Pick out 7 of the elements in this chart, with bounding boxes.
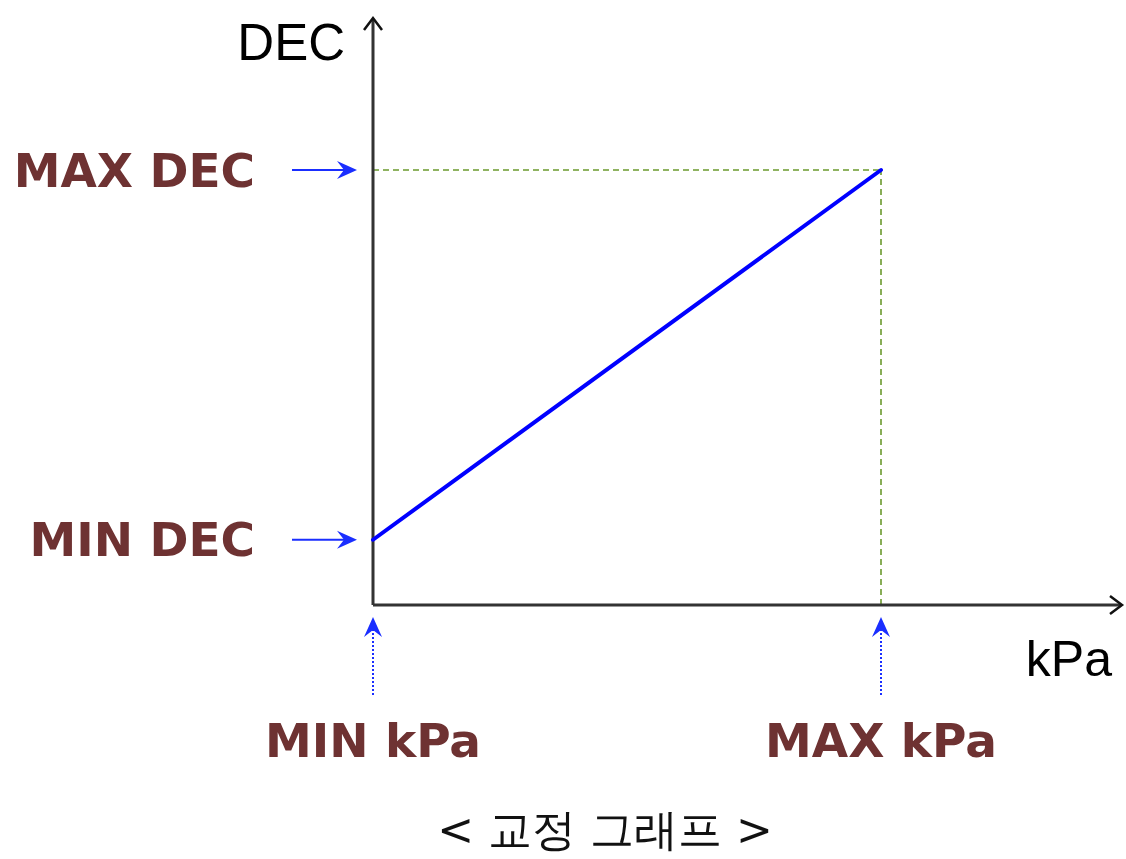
y-axis-title: DEC bbox=[237, 14, 345, 71]
annotation: MIN DEC bbox=[29, 512, 255, 568]
text: < 교정 그래프 > bbox=[437, 803, 773, 855]
x-tick-label: MAX kPa bbox=[765, 712, 997, 768]
ref-line-label: MAX DEC bbox=[13, 142, 255, 198]
x-tick-label: MIN kPa bbox=[264, 712, 482, 768]
x-axis-title: kPa bbox=[1025, 631, 1113, 687]
